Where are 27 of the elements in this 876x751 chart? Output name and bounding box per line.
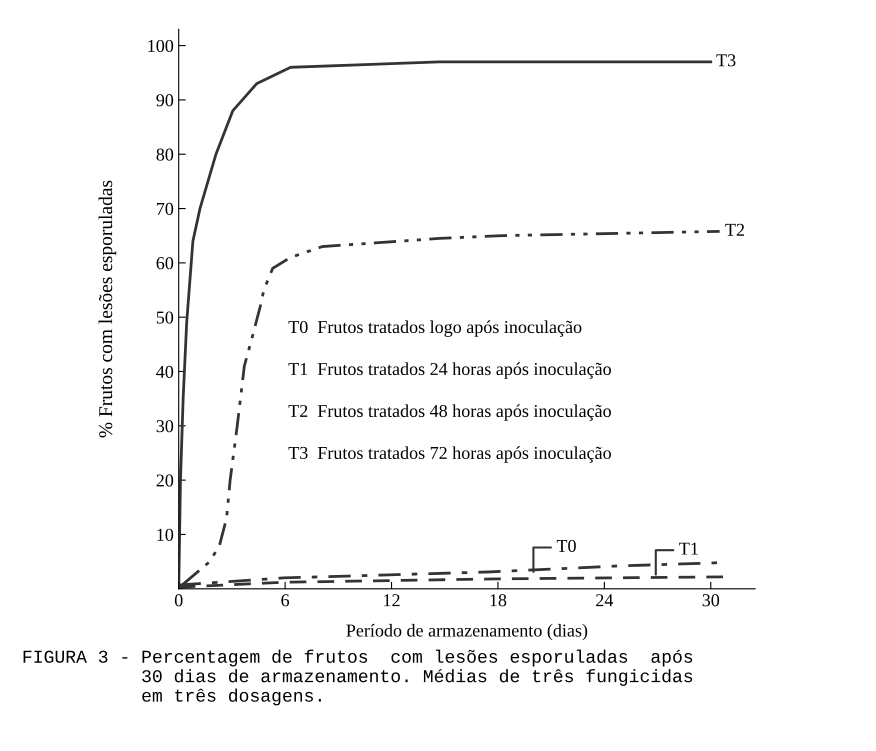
annotation: T1 Frutos tratados 24 horas após inoculação xyxy=(288,362,611,379)
annotation: T1 xyxy=(679,542,698,555)
x-tick-label: 24 xyxy=(596,594,614,606)
series-label: T3 xyxy=(716,54,736,66)
annotation: T0 Frutos tratados logo após inoculação xyxy=(288,320,582,337)
x-tick-label: 30 xyxy=(702,594,720,606)
annotation: T3 Frutos tratados 72 horas após inoculação xyxy=(288,446,611,463)
y-tick-label: 10 xyxy=(157,528,174,541)
text: FIGURA 3 - Percentagem de frutos com lesões esporuladas após 30 dias de armazenamento. Médias de três fungicidas em três dosagens. xyxy=(24,650,692,706)
x-axis-title: Período de armazenamento (dias) xyxy=(346,624,588,640)
series-label: T2 xyxy=(725,224,744,236)
y-axis-title: % Frutos com lesões esporuladas xyxy=(98,180,116,438)
x-tick-label: 0 xyxy=(174,594,183,606)
x-tick-label: 18 xyxy=(490,594,506,606)
annotation: T2 Frutos tratados 48 horas após inoculação xyxy=(288,404,611,421)
y-tick-label: 40 xyxy=(156,366,174,378)
y-tick-label: 100 xyxy=(148,40,174,52)
y-tick-label: 30 xyxy=(156,420,174,432)
y-tick-label: 80 xyxy=(156,148,174,161)
y-tick-label: 20 xyxy=(156,474,174,487)
y-tick-label: 60 xyxy=(156,257,174,270)
x-tick-label: 6 xyxy=(281,594,290,606)
y-tick-label: 50 xyxy=(156,311,174,324)
annotation: T0 xyxy=(556,540,576,552)
y-tick-label: 70 xyxy=(156,202,174,215)
x-tick-label: 12 xyxy=(384,594,400,606)
y-tick-label: 90 xyxy=(156,94,174,106)
